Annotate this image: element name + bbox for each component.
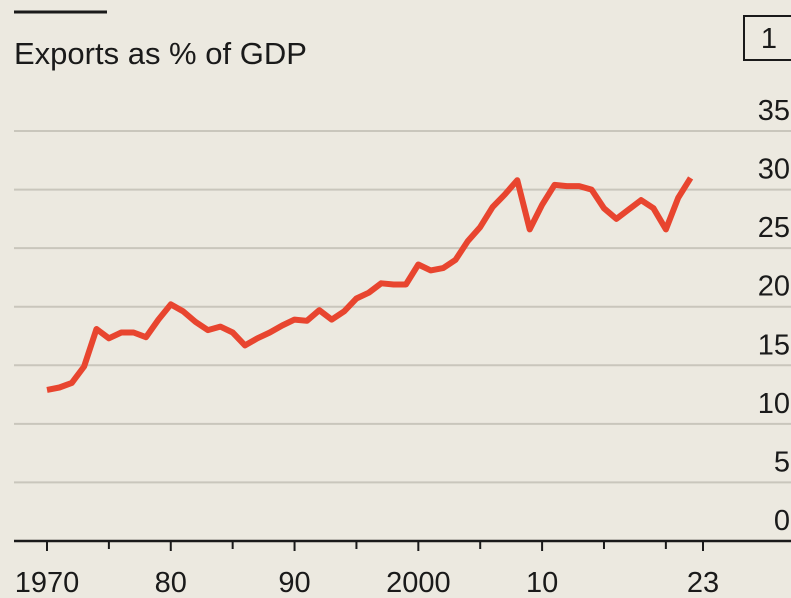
chart-number-box (743, 15, 791, 61)
y-tick-label: 30 (758, 154, 790, 186)
y-tick-label: 5 (774, 446, 790, 478)
x-tick-label: 1970 (15, 567, 80, 598)
x-tick-label: 10 (526, 567, 558, 598)
chart-number: 1 (761, 23, 777, 55)
data-line (46, 176, 694, 393)
x-tick-label: 23 (687, 567, 719, 598)
y-tick-label: 35 (758, 95, 790, 127)
y-tick-label: 10 (758, 388, 790, 420)
x-tick-label: 80 (155, 567, 187, 598)
y-tick-label: 20 (758, 271, 790, 303)
chart-title: Exports as % of GDP (14, 36, 307, 71)
y-tick-label: 25 (758, 212, 790, 244)
x-tick-label: 90 (278, 567, 310, 598)
y-tick-label: 0 (774, 505, 790, 537)
x-tick-label: 2000 (386, 567, 451, 598)
y-tick-label: 15 (758, 329, 790, 361)
